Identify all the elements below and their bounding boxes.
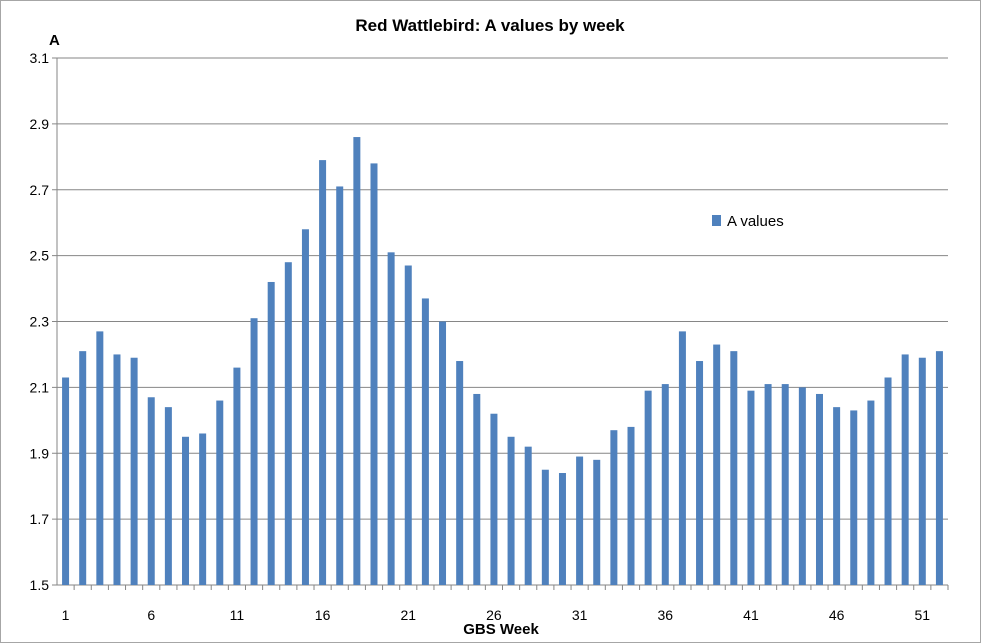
bar	[130, 357, 138, 585]
bar	[678, 331, 686, 585]
bar	[319, 160, 327, 585]
bar	[113, 354, 121, 585]
bar	[524, 446, 532, 585]
bar	[644, 390, 652, 585]
bar	[301, 229, 309, 585]
bar	[336, 186, 344, 586]
gridlines	[57, 57, 948, 586]
x-axis-label: GBS Week	[463, 621, 539, 638]
bar	[216, 400, 224, 585]
y-tick-label: 1.9	[30, 445, 50, 461]
bar	[267, 281, 275, 585]
bar	[387, 252, 395, 586]
bar	[233, 367, 241, 585]
bar	[661, 384, 669, 585]
bar	[798, 387, 806, 585]
legend-label: A values	[727, 213, 784, 230]
bar	[867, 400, 875, 585]
bar	[250, 318, 258, 585]
bar	[833, 407, 841, 585]
x-tick-label: 16	[315, 607, 331, 623]
legend-swatch	[712, 215, 721, 226]
bar	[439, 321, 447, 585]
bar	[490, 413, 498, 585]
y-tick-labels: 1.5 1.7 1.9 2.1 2.3 2.5 2.7 2.9 3.1	[30, 50, 50, 593]
bar	[593, 459, 601, 585]
bar	[456, 361, 464, 585]
y-tick-label: 2.1	[30, 379, 50, 395]
bar	[284, 262, 292, 585]
legend: A values	[712, 213, 784, 230]
y-tick-label: 1.5	[30, 577, 50, 593]
x-tick-label: 36	[657, 607, 673, 623]
x-tick-label: 11	[230, 607, 245, 623]
x-tick-label: 41	[743, 607, 759, 623]
bar	[730, 351, 738, 585]
x-tick-label: 26	[486, 607, 502, 623]
y-tick-label: 2.7	[30, 182, 50, 198]
x-tick-label: 6	[147, 607, 155, 623]
bar	[815, 393, 823, 585]
bar	[696, 361, 704, 585]
bar	[404, 265, 412, 585]
bar	[850, 410, 858, 585]
bar	[610, 430, 618, 585]
x-tick-label: 51	[915, 607, 931, 623]
bar	[764, 384, 772, 585]
bar	[62, 377, 70, 585]
bars	[62, 137, 943, 586]
bar	[558, 473, 566, 585]
bar	[781, 384, 789, 585]
y-tick-label: 3.1	[30, 50, 50, 66]
y-axis-label: A	[49, 32, 60, 49]
x-tick-labels: 1 6 11 16 21 26 31 36 41 46 51	[62, 607, 931, 623]
bar	[576, 456, 584, 585]
bar	[918, 357, 926, 585]
bar	[421, 298, 429, 585]
bar	[147, 397, 155, 585]
chart-title: Red Wattlebird: A values by week	[355, 16, 625, 35]
bar	[901, 354, 909, 585]
y-tick-label: 2.3	[30, 314, 50, 330]
bar	[96, 331, 104, 585]
y-tick-label: 2.5	[30, 248, 50, 264]
bar	[935, 351, 943, 585]
y-tick-label: 2.9	[30, 116, 50, 132]
x-tick-label: 31	[572, 607, 588, 623]
bar	[507, 436, 515, 585]
x-tick-label: 1	[62, 607, 70, 623]
bar	[370, 163, 378, 585]
bar	[199, 433, 207, 585]
bar	[473, 393, 481, 585]
bar	[79, 351, 87, 585]
bar	[541, 469, 549, 585]
bar	[713, 344, 721, 585]
y-tick-label: 1.7	[30, 511, 50, 527]
x-tick-label: 21	[400, 607, 416, 623]
x-tick-label: 46	[829, 607, 845, 623]
bar	[747, 390, 755, 585]
bar	[164, 407, 172, 585]
bar	[884, 377, 892, 585]
bar	[353, 137, 361, 586]
bar	[182, 436, 190, 585]
bar	[627, 426, 635, 585]
